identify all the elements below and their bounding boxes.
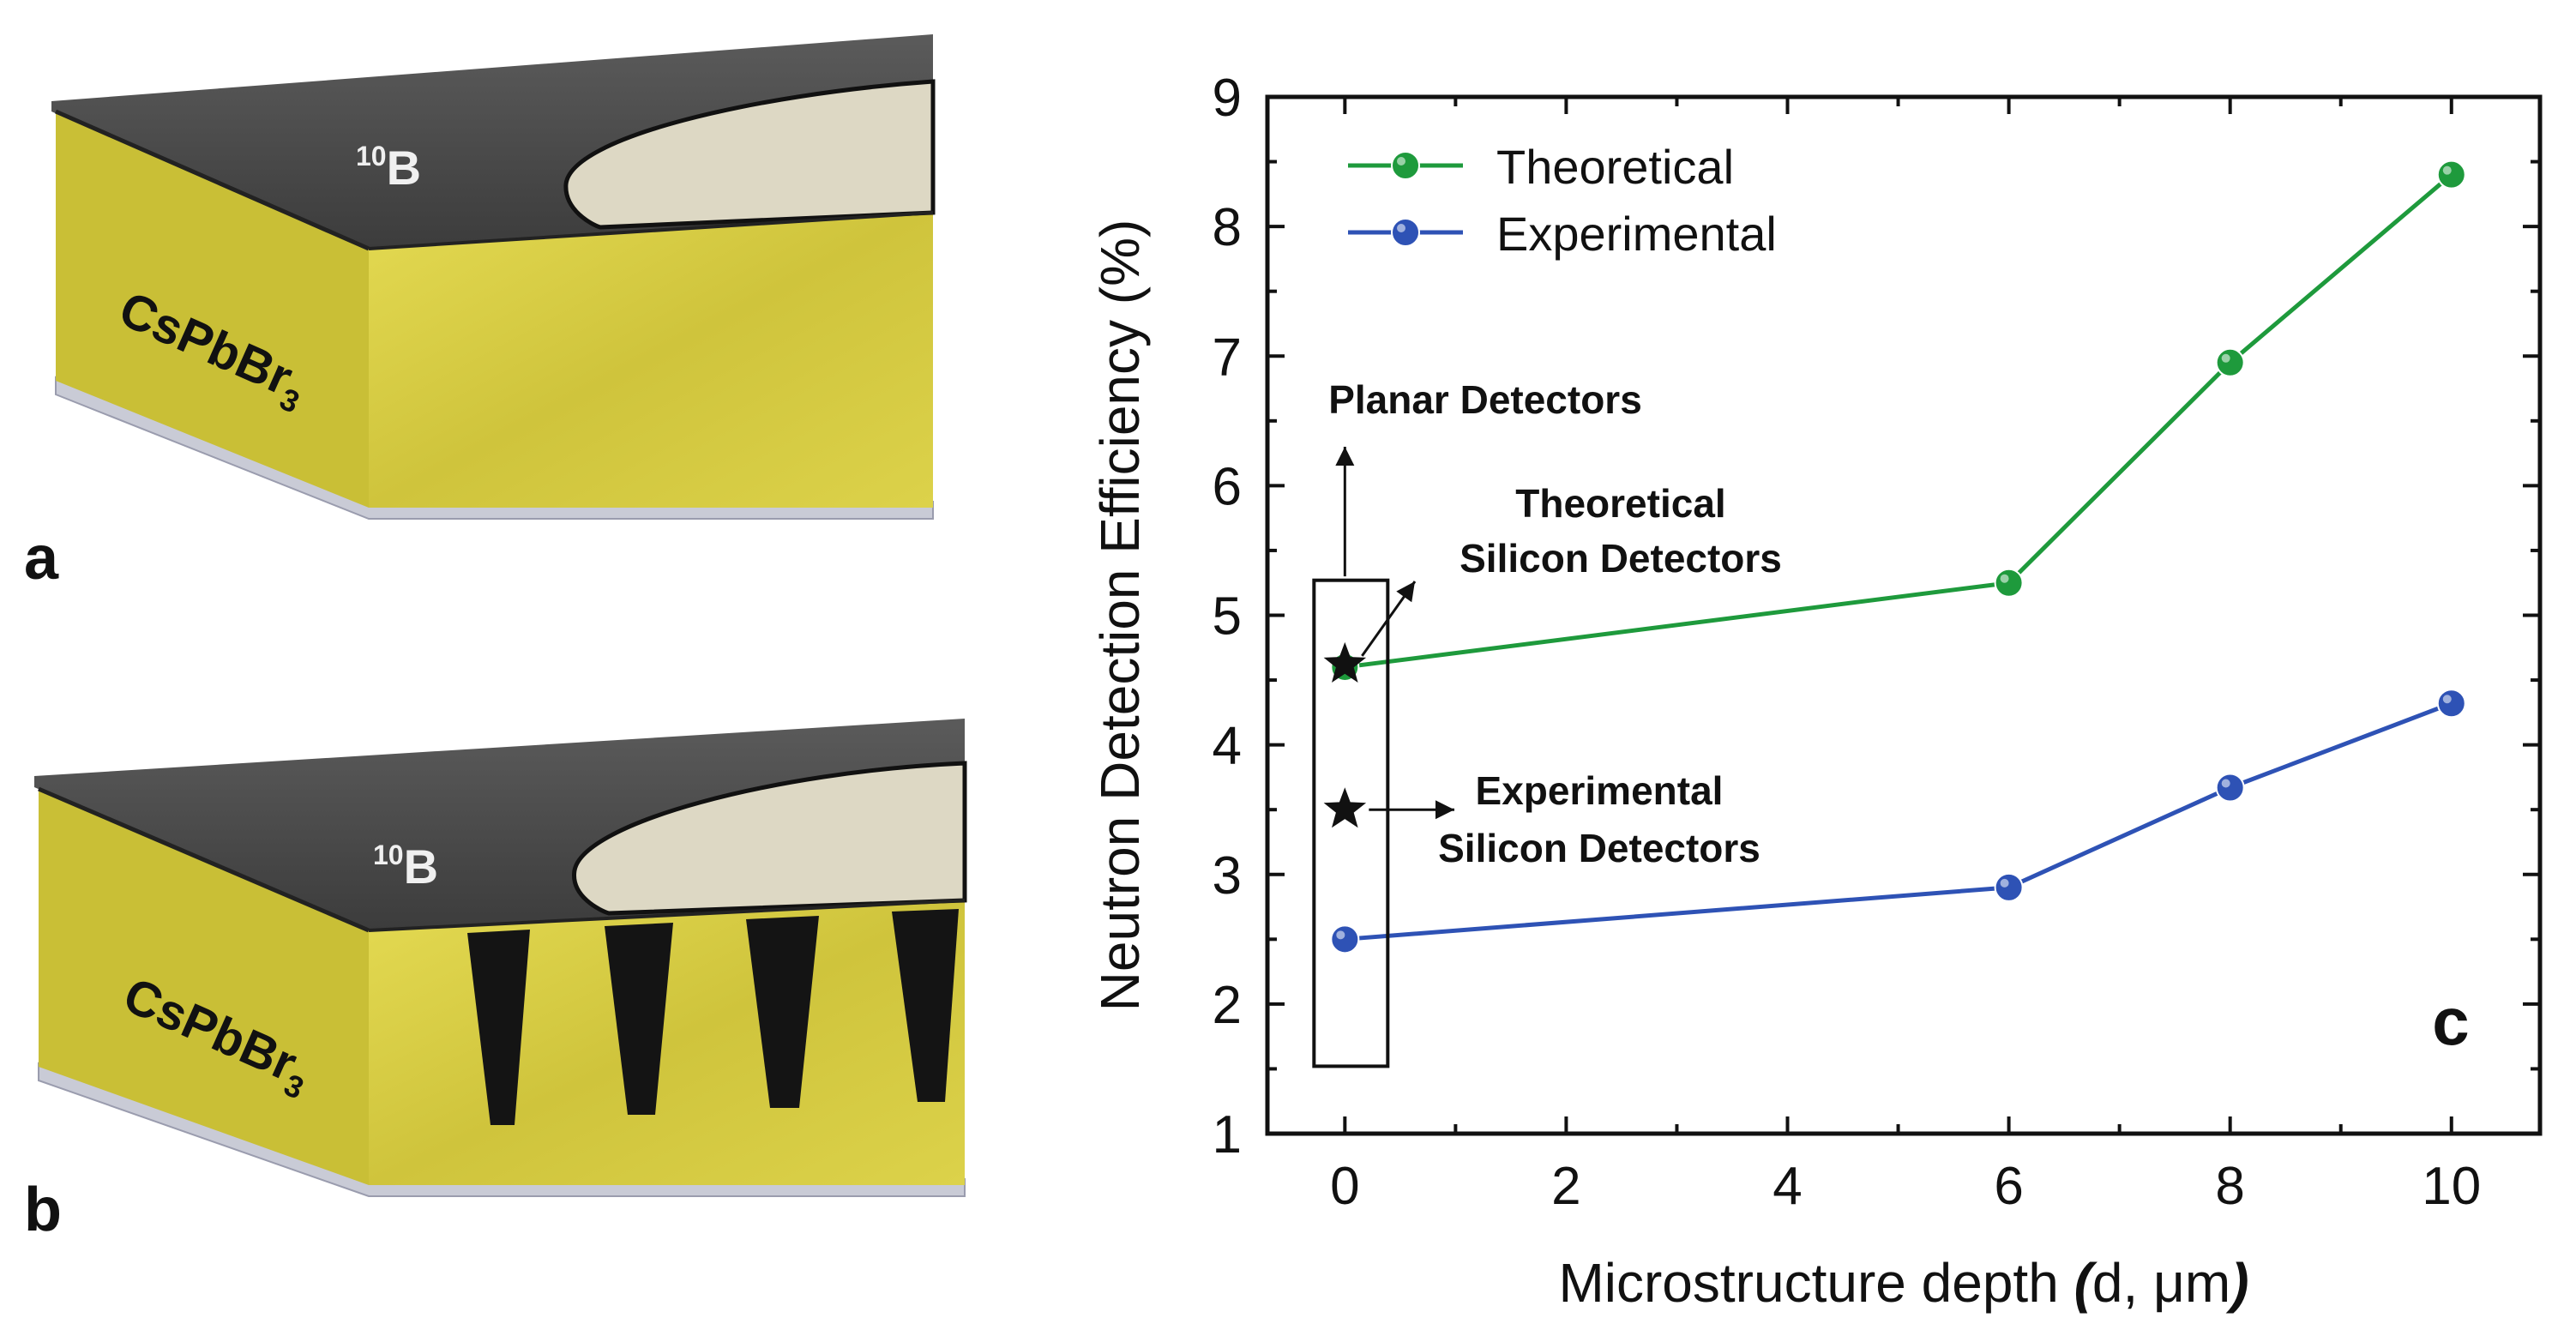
series-point-experimental — [1994, 872, 2024, 902]
panel-a-front-face — [369, 206, 933, 508]
series-line-theoretical — [1345, 172, 2453, 670]
x-tick-label: 6 — [1994, 1157, 2023, 1216]
legend-label-experimental: Experimental — [1496, 207, 1777, 261]
x-axis-label-part: Microstructure depth — [1558, 1252, 2073, 1314]
y-tick-label: 3 — [1213, 846, 1242, 906]
x-tick-label: 0 — [1330, 1157, 1359, 1216]
legend-label-theoretical: Theoretical — [1496, 140, 1734, 194]
x-axis-label-part: d, μm — [2092, 1252, 2230, 1314]
x-tick-label: 10 — [2422, 1157, 2481, 1216]
panel-b-edge-line — [38, 786, 370, 933]
planar-detectors-label: Planar Detectors — [1328, 377, 1642, 422]
theoretical-silicon-arrow-head — [1396, 581, 1415, 603]
reference-star — [1323, 641, 1367, 683]
point-highlight — [2221, 353, 2230, 363]
point-highlight — [2000, 574, 2009, 583]
point-highlight — [1397, 157, 1405, 165]
panel-b-trench — [746, 916, 819, 1108]
y-tick-label: 8 — [1213, 198, 1242, 257]
planar-arrow-head — [1335, 447, 1355, 466]
panel-b-trench — [892, 909, 959, 1102]
panel-b-letter: b — [24, 1176, 62, 1244]
point-highlight — [2221, 779, 2230, 788]
series-point-theoretical — [2215, 347, 2245, 377]
panel-b-edge-line — [368, 899, 966, 932]
experimental-silicon-label-line1: Experimental — [1476, 768, 1724, 813]
experimental-silicon-label-line2: Silicon Detectors — [1438, 826, 1760, 870]
panel-c-letter: c — [2432, 984, 2469, 1059]
series-point-theoretical — [2436, 159, 2466, 190]
point-highlight — [1397, 224, 1405, 232]
plot-frame — [1265, 94, 2543, 1136]
panel-a-boron-window — [563, 79, 936, 230]
panel-b-trench — [467, 930, 530, 1125]
point-highlight — [1336, 930, 1345, 940]
y-tick-label: 1 — [1213, 1105, 1242, 1165]
panel-b-illustration: 10B CsPbBr3 b — [24, 719, 967, 1244]
series-line-experimental — [1345, 701, 2453, 942]
reference-star — [1323, 787, 1367, 828]
point-highlight — [2442, 695, 2452, 704]
series-point-experimental — [2436, 689, 2466, 719]
experimental-silicon-arrow-head — [1435, 800, 1454, 820]
x-axis-label: Microstructure depth (d, μm) — [1558, 1252, 2248, 1314]
legend-marker-experimental — [1391, 218, 1420, 247]
panel-a-edge-line — [368, 211, 934, 250]
y-tick-label: 7 — [1213, 328, 1242, 387]
panel-b-boron-window — [572, 761, 967, 916]
point-highlight — [2442, 165, 2452, 175]
panel-b-side-face — [39, 789, 369, 1185]
legend-marker-theoretical — [1391, 151, 1420, 180]
panel-b-boron-label: 10B — [373, 840, 438, 894]
panel-b-trench — [605, 923, 673, 1115]
theoretical-silicon-label-line1: Theoretical — [1515, 481, 1725, 526]
series-point-theoretical — [1994, 568, 2024, 598]
series-point-experimental — [2215, 773, 2245, 803]
x-tick-label: 4 — [1773, 1157, 1802, 1216]
panel-a-edge-line — [54, 109, 370, 251]
y-tick-label: 2 — [1213, 976, 1242, 1035]
point-highlight — [2000, 878, 2009, 888]
y-axis-label: Neutron Detection Efficiency (%) — [1089, 220, 1151, 1012]
panel-a-letter: a — [24, 524, 59, 593]
panel-a-boron-label: 10B — [356, 141, 421, 195]
y-tick-label: 9 — [1213, 69, 1242, 128]
panel-a-side-face — [56, 111, 369, 508]
planar-detectors-box — [1312, 578, 1390, 1068]
y-tick-label: 4 — [1213, 717, 1242, 776]
y-tick-label: 6 — [1213, 457, 1242, 516]
panel-a-illustration: 10B CsPbBr3 a — [24, 34, 936, 593]
x-tick-label: 2 — [1551, 1157, 1580, 1216]
x-tick-label: 8 — [2215, 1157, 2244, 1216]
series-point-experimental — [1330, 924, 1360, 954]
y-tick-label: 5 — [1213, 587, 1242, 647]
theoretical-silicon-label-line2: Silicon Detectors — [1460, 536, 1782, 581]
